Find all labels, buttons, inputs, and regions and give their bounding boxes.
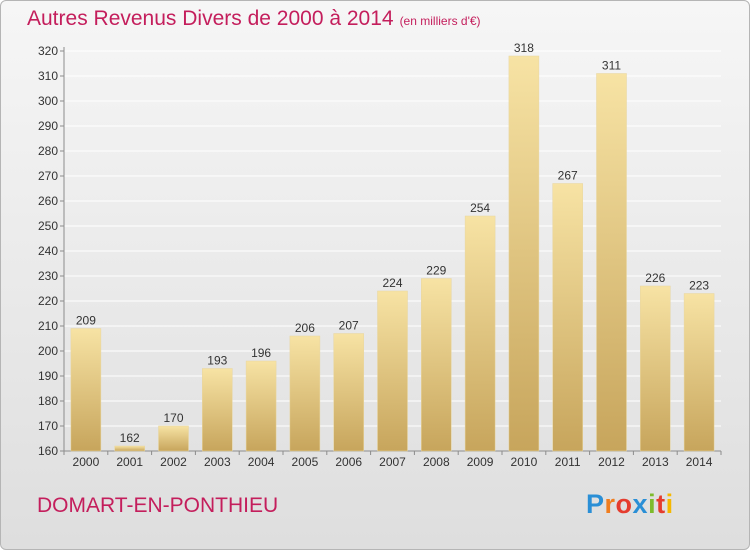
x-tick-label-2002: 2002 bbox=[160, 455, 187, 469]
y-tick-label: 300 bbox=[38, 94, 58, 108]
logo-letter: r bbox=[604, 489, 616, 519]
x-tick-label-2003: 2003 bbox=[204, 455, 231, 469]
value-label-2014: 223 bbox=[689, 279, 709, 293]
logo-letter: o bbox=[615, 489, 633, 519]
bar-2007 bbox=[377, 290, 408, 452]
y-axis-ticks: 160 170 180 190 200 210 220 230 240 250 260 270 280 2… bbox=[38, 44, 721, 458]
y-tick-label: 170 bbox=[38, 419, 58, 433]
x-tick-label-2012: 2012 bbox=[598, 455, 625, 469]
logo-letter: P bbox=[586, 489, 605, 519]
y-tick-label: 190 bbox=[38, 369, 58, 383]
x-tick-label-2010: 2010 bbox=[511, 455, 538, 469]
x-tick-label-2014: 2014 bbox=[686, 455, 713, 469]
chart-title-text: Autres Revenus Divers de 2000 à 2014 bbox=[27, 7, 394, 30]
x-tick-label-2008: 2008 bbox=[423, 455, 450, 469]
x-tick-label-2009: 2009 bbox=[467, 455, 494, 469]
y-tick-label: 180 bbox=[38, 394, 58, 408]
logo-letter: i bbox=[648, 489, 657, 519]
x-tick-label-2013: 2013 bbox=[642, 455, 669, 469]
bar-2003 bbox=[202, 368, 233, 452]
bar-2013 bbox=[640, 285, 671, 452]
y-tick-label: 290 bbox=[38, 119, 58, 133]
value-label-2012: 311 bbox=[602, 59, 621, 73]
x-tick-label-2011: 2011 bbox=[555, 455, 581, 469]
value-label-2003: 193 bbox=[207, 354, 227, 368]
value-label-2011: 267 bbox=[558, 169, 578, 183]
y-tick-label: 270 bbox=[38, 169, 58, 183]
logo-letter: i bbox=[665, 489, 674, 519]
value-label-2006: 207 bbox=[339, 319, 359, 333]
logo-letter: t bbox=[656, 489, 666, 519]
y-tick-label: 210 bbox=[38, 319, 58, 333]
value-label-2009: 254 bbox=[470, 201, 490, 215]
value-label-2005: 206 bbox=[295, 321, 315, 335]
bar-2004 bbox=[245, 360, 277, 452]
value-label-2010: 318 bbox=[514, 41, 534, 55]
proxiti-logo: Proxiti bbox=[586, 489, 674, 520]
y-tick-label: 220 bbox=[38, 294, 58, 308]
value-label-2004: 196 bbox=[251, 346, 271, 360]
value-label-2013: 226 bbox=[645, 271, 665, 285]
x-tick-label-2005: 2005 bbox=[292, 455, 319, 469]
commune-name: DOMART-EN-PONTHIEU bbox=[37, 494, 279, 517]
y-tick-label: 250 bbox=[38, 219, 58, 233]
bar-2010 bbox=[508, 55, 540, 452]
x-tick-label-2004: 2004 bbox=[248, 455, 275, 469]
x-tick-label-2007: 2007 bbox=[379, 455, 406, 469]
bar-2009 bbox=[464, 215, 496, 452]
value-label-2001: 162 bbox=[120, 431, 140, 445]
bar-2012 bbox=[596, 73, 627, 452]
y-tick-label: 200 bbox=[38, 344, 58, 358]
bar-2005 bbox=[289, 335, 321, 452]
y-tick-label: 240 bbox=[38, 244, 58, 258]
x-axis-ticks: 2000 2001 2002 2003 2004 2005 2006 2007 2008 2009… bbox=[63, 451, 722, 469]
value-label-2008: 229 bbox=[426, 264, 446, 278]
x-tick-label-2001: 2001 bbox=[116, 455, 143, 469]
y-tick-label: 160 bbox=[38, 444, 58, 458]
bar-2000 bbox=[70, 328, 102, 452]
data-labels: 209 162 170 193 196 206 207 224 229 254 318 267 311 2… bbox=[76, 41, 710, 445]
x-tick-label-2000: 2000 bbox=[73, 455, 100, 469]
y-tick-label: 310 bbox=[38, 69, 58, 83]
value-label-2002: 170 bbox=[163, 411, 183, 425]
bar-2011 bbox=[552, 183, 583, 452]
y-tick-label: 230 bbox=[38, 269, 58, 283]
y-tick-label: 280 bbox=[38, 144, 58, 158]
bar-2002 bbox=[158, 425, 189, 452]
chart-unit-label: (en milliers d'€) bbox=[399, 14, 481, 28]
value-label-2000: 209 bbox=[76, 314, 96, 328]
bar-2008 bbox=[421, 278, 452, 452]
logo-letter: x bbox=[632, 489, 649, 519]
x-tick-label-2006: 2006 bbox=[335, 455, 362, 469]
y-tick-label: 320 bbox=[38, 44, 58, 58]
bar-2014 bbox=[683, 293, 715, 452]
chart-title: Autres Revenus Divers de 2000 à 2014 (en … bbox=[27, 7, 481, 31]
value-label-2007: 224 bbox=[382, 276, 402, 290]
bars bbox=[70, 55, 715, 452]
bar-2006 bbox=[333, 333, 364, 452]
bar-2001 bbox=[114, 445, 145, 452]
y-tick-label: 260 bbox=[38, 194, 58, 208]
